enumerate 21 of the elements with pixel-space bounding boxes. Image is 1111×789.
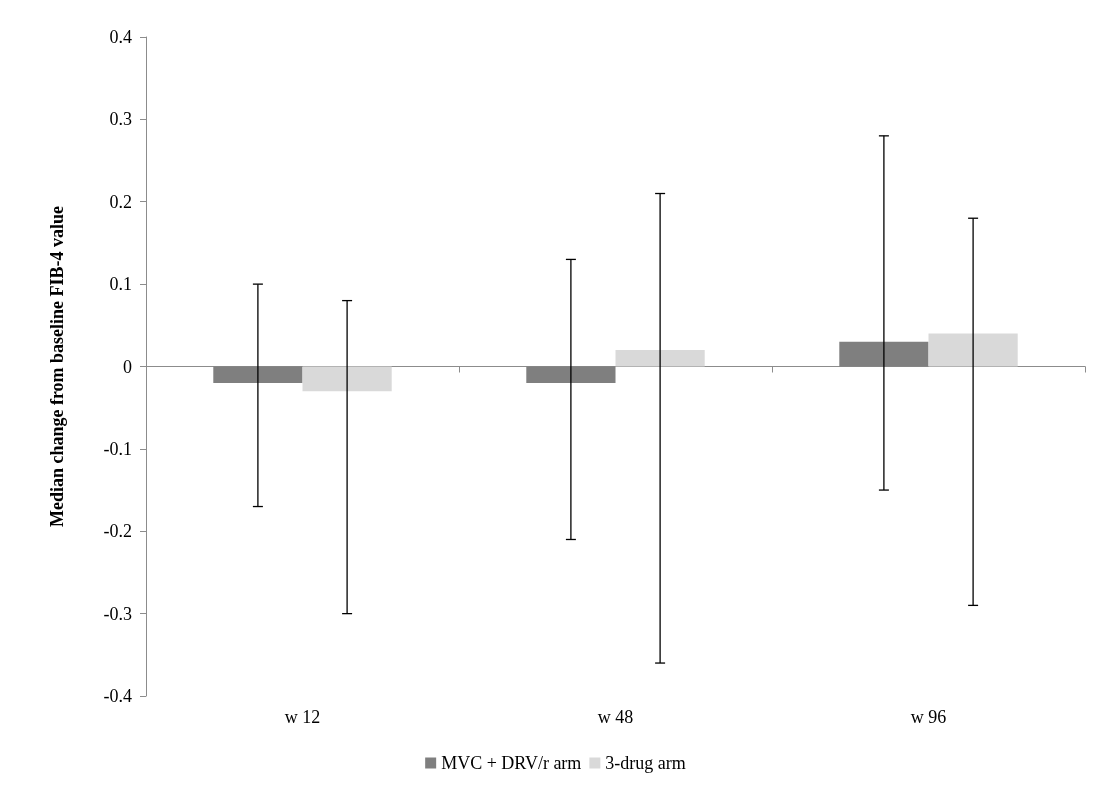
bar bbox=[526, 366, 616, 383]
bar bbox=[928, 333, 1018, 367]
y-tick-label: -0.1 bbox=[103, 438, 132, 459]
y-tick-label: 0 bbox=[123, 356, 132, 377]
y-tick-label: 0.2 bbox=[109, 191, 132, 212]
bar bbox=[615, 350, 705, 367]
y-tick-label: 0.4 bbox=[109, 27, 132, 47]
x-tick-label: w 12 bbox=[284, 707, 321, 727]
x-tick-label: w 48 bbox=[597, 707, 634, 727]
y-tick-label: 0.3 bbox=[109, 109, 132, 130]
bar bbox=[302, 366, 392, 392]
y-tick-label: -0.4 bbox=[103, 686, 132, 706]
bar bbox=[839, 341, 929, 367]
y-tick-label: -0.2 bbox=[103, 521, 132, 542]
y-tick-label: 0.1 bbox=[109, 274, 132, 295]
bar bbox=[213, 366, 303, 383]
legend-label: MVC + DRV/r arm bbox=[441, 753, 582, 773]
y-axis-title: Median change from baseline FIB-4 value bbox=[47, 205, 67, 528]
x-tick-label: w 96 bbox=[910, 707, 947, 727]
legend-label: 3-drug arm bbox=[605, 753, 686, 773]
y-tick-label: -0.3 bbox=[103, 603, 132, 624]
